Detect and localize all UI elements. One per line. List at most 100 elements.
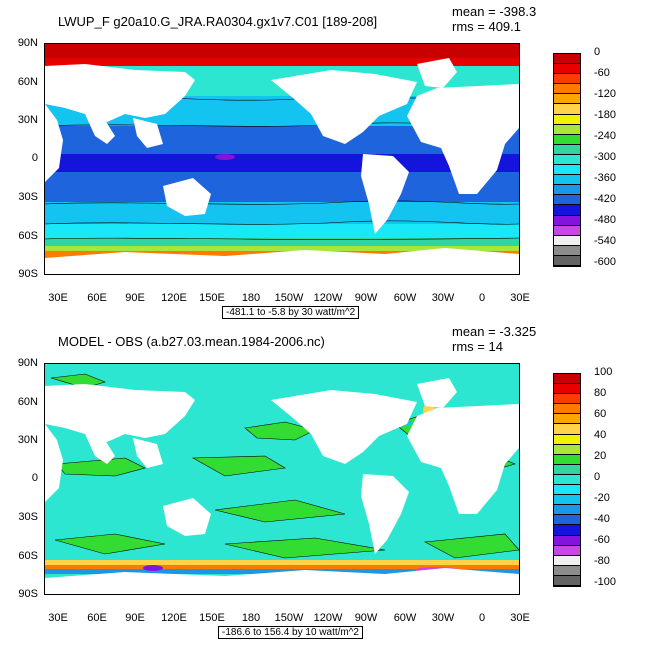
lon-label: 60W — [393, 612, 417, 624]
rms-value: rms = 14 — [452, 339, 503, 354]
colorbar-label: 40 — [594, 429, 607, 441]
colorbar-swatch — [554, 104, 580, 115]
colorbar-label: -600 — [594, 256, 617, 268]
map-plot-lwup — [44, 43, 520, 275]
colorbar-swatch — [554, 144, 580, 155]
lat-label-60n: 60N — [17, 76, 38, 88]
lon-label: 120W — [313, 612, 343, 624]
colorbar-swatch — [554, 165, 580, 176]
colorbar-label: -420 — [594, 193, 617, 205]
panel-title: LWUP_F g20a10.G_JRA.RA0304.gx1v7.C01 [18… — [58, 14, 378, 29]
colorbar-swatch — [554, 535, 580, 546]
colorbar-model-obs — [553, 373, 581, 587]
map-canvas-lwup — [45, 44, 519, 274]
colorbar-swatch — [554, 94, 580, 105]
lon-label: 120W — [313, 292, 343, 304]
lon-label: 150W — [274, 612, 304, 624]
colorbar-swatch — [554, 525, 580, 536]
colorbar-label: -300 — [594, 151, 617, 163]
colorbar-swatch — [554, 474, 580, 486]
colorbar-swatch — [554, 195, 580, 206]
lon-label: 180 — [241, 292, 261, 304]
colorbar-swatch — [554, 245, 580, 256]
colorbar-swatch — [554, 225, 580, 236]
colorbar-swatch — [554, 404, 580, 415]
lon-label: 60W — [393, 292, 417, 304]
lon-label: 60E — [87, 292, 107, 304]
colorbar-swatch — [554, 374, 580, 385]
colorbar-label: 80 — [594, 387, 607, 399]
colorbar-swatch — [554, 485, 580, 496]
colorbar-label: -180 — [594, 109, 617, 121]
colorbar-swatch — [554, 414, 580, 425]
lon-label: 90E — [125, 612, 145, 624]
colorbar-label: -20 — [594, 492, 610, 504]
lat-label-eq: 0 — [31, 152, 38, 164]
colorbar-label: -360 — [594, 172, 617, 184]
colorbar-label: -120 — [594, 88, 617, 100]
mean-value: mean = -3.325 — [452, 324, 537, 339]
lat-label-60s: 60S — [18, 230, 38, 242]
lat-label-30s: 30S — [18, 511, 38, 523]
lon-label: 60E — [87, 612, 107, 624]
lon-label: 30W — [431, 292, 455, 304]
colorbar-swatch — [554, 545, 580, 556]
colorbar-swatch — [554, 555, 580, 566]
lon-label: 90W — [354, 292, 378, 304]
lat-label-90n: 90N — [17, 37, 38, 49]
colorbar-label: -100 — [594, 576, 617, 588]
lon-label: 120E — [161, 292, 187, 304]
colorbar-swatch — [554, 84, 580, 95]
panel-title: MODEL - OBS (a.b27.03.mean.1984-2006.nc) — [58, 334, 325, 349]
colorbar-label: 0 — [594, 46, 601, 58]
colorbar-swatch — [554, 134, 580, 145]
colorbar-swatch — [554, 495, 580, 506]
colorbar-swatch — [554, 175, 580, 186]
colorbar-label: 0 — [594, 471, 601, 483]
lon-label: 0 — [478, 292, 486, 304]
lon-label: 120E — [161, 612, 187, 624]
lat-label-90s: 90S — [18, 268, 38, 280]
contour-caption: -186.6 to 156.4 by 10 watt/m^2 — [218, 626, 363, 639]
colorbar-lwup — [553, 53, 581, 267]
lon-label: 30E — [510, 292, 530, 304]
colorbar-swatch — [554, 205, 580, 216]
lat-label-30n: 30N — [17, 114, 38, 126]
lon-label: 0 — [478, 612, 486, 624]
colorbar-swatch — [554, 424, 580, 435]
colorbar-swatch — [554, 185, 580, 196]
mean-value: mean = -398.3 — [452, 4, 537, 19]
colorbar-swatch — [554, 255, 580, 266]
lat-label-90s: 90S — [18, 588, 38, 600]
lat-label-60s: 60S — [18, 550, 38, 562]
lat-label-30n: 30N — [17, 434, 38, 446]
lon-label: 180 — [241, 612, 261, 624]
lon-label: 90E — [125, 292, 145, 304]
rms-value: rms = 409.1 — [452, 19, 522, 34]
colorbar-swatch — [554, 464, 580, 475]
colorbar-label: 60 — [594, 408, 607, 420]
lon-label: 90W — [354, 612, 378, 624]
lat-label-90n: 90N — [17, 357, 38, 369]
colorbar-label: -240 — [594, 130, 617, 142]
colorbar-swatch — [554, 505, 580, 516]
colorbar-swatch — [554, 54, 580, 65]
lon-label: 30W — [431, 612, 455, 624]
colorbar-label: -540 — [594, 235, 617, 247]
lon-label: 30E — [510, 612, 530, 624]
colorbar-swatch — [554, 124, 580, 135]
panel-lwup: LWUP_F g20a10.G_JRA.RA0304.gx1v7.C01 [18… — [0, 0, 647, 320]
map-canvas-model-obs — [45, 364, 519, 594]
colorbar-swatch — [554, 444, 580, 455]
lat-label-eq: 0 — [31, 472, 38, 484]
colorbar-swatch — [554, 434, 580, 445]
colorbar-label: 100 — [594, 366, 613, 378]
colorbar-swatch — [554, 114, 580, 125]
colorbar-swatch — [554, 575, 580, 586]
lat-label-30s: 30S — [18, 191, 38, 203]
colorbar-label: -480 — [594, 214, 617, 226]
colorbar-swatch — [554, 74, 580, 85]
lon-label: 30E — [48, 292, 68, 304]
lon-label: 150E — [199, 292, 225, 304]
map-plot-model-obs — [44, 363, 520, 595]
